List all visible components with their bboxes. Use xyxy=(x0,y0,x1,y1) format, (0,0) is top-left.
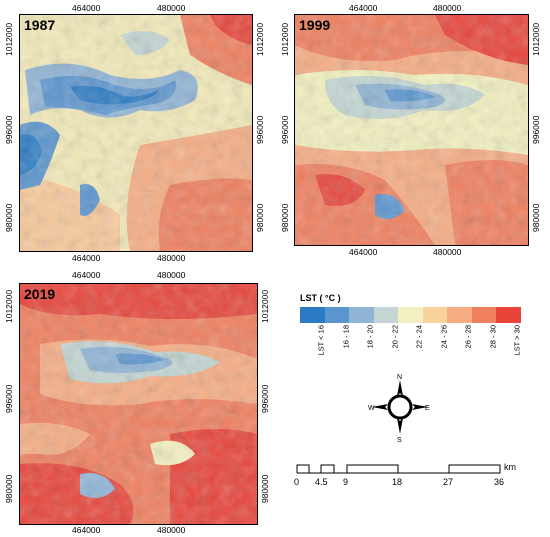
y-tick-right: 1012000 xyxy=(531,22,541,56)
y-tick-left: 980000 xyxy=(4,474,14,503)
lst-raster-1999 xyxy=(295,15,528,245)
y-tick-right: 1012000 xyxy=(260,289,270,323)
x-tick-bottom: 480000 xyxy=(157,253,186,263)
y-tick-left: 996000 xyxy=(4,115,14,144)
legend-swatch-5 xyxy=(398,307,423,323)
legend-swatch-9 xyxy=(496,307,521,323)
year-label: 2019 xyxy=(24,286,56,302)
y-tick-right: 1012000 xyxy=(255,22,265,56)
x-tick-bottom: 480000 xyxy=(157,525,186,535)
y-tick-left: 1012000 xyxy=(280,22,290,56)
x-tick-top: 480000 xyxy=(157,270,186,280)
map-panel-2019: 464000 480000 2019 1012000 xyxy=(0,270,275,537)
map-panel-1999: 464000 480000 1999 1012000 xyxy=(276,0,550,265)
scale-label: 4.5 xyxy=(315,477,328,487)
legend-swatch-2 xyxy=(324,307,349,323)
y-tick-right: 996000 xyxy=(531,115,541,144)
map-panel-1987: 464000 480000 xyxy=(0,0,270,265)
lst-map-1987: 1987 xyxy=(19,14,253,252)
legend-swatches xyxy=(300,307,548,323)
legend-swatch-3 xyxy=(349,307,374,323)
y-tick-left: 996000 xyxy=(280,115,290,144)
y-tick-right: 980000 xyxy=(255,203,265,232)
scale-unit: km xyxy=(504,462,516,472)
year-label: 1987 xyxy=(24,17,56,33)
x-tick-top: 464000 xyxy=(349,3,378,13)
legend-swatch-4 xyxy=(373,307,398,323)
scale-label: 9 xyxy=(343,477,348,487)
x-tick-bottom: 480000 xyxy=(433,247,462,257)
y-tick-left: 980000 xyxy=(4,203,14,232)
x-tick-top: 464000 xyxy=(72,270,101,280)
x-tick-top: 480000 xyxy=(157,3,186,13)
x-tick-top: 480000 xyxy=(433,3,462,13)
lst-raster-2019 xyxy=(20,284,257,524)
scale-label: 18 xyxy=(392,477,402,487)
legend-swatch-1 xyxy=(300,307,325,323)
legend-title: LST ( °C ) xyxy=(300,293,341,303)
lst-map-2019: 2019 xyxy=(19,283,258,525)
y-tick-right: 980000 xyxy=(260,474,270,503)
y-tick-right: 996000 xyxy=(260,384,270,413)
legend-label: LST > 30 xyxy=(512,325,522,356)
north-arrow-icon: N S W E xyxy=(368,372,432,444)
y-tick-right: 996000 xyxy=(255,115,265,144)
lst-map-1999: 1999 xyxy=(294,14,529,246)
scale-label: 0 xyxy=(294,477,299,487)
compass-e: E xyxy=(425,405,430,412)
scale-label: 36 xyxy=(494,477,504,487)
x-tick-bottom: 464000 xyxy=(349,247,378,257)
y-tick-left: 1012000 xyxy=(4,289,14,323)
legend-swatch-6 xyxy=(422,307,447,323)
compass-s: S xyxy=(397,437,402,442)
compass-n: N xyxy=(397,374,402,381)
y-tick-left: 1012000 xyxy=(4,22,14,56)
legend-swatch-8 xyxy=(471,307,496,323)
y-tick-left: 996000 xyxy=(4,384,14,413)
scale-bar: 0 4.5 9 18 27 36 km xyxy=(290,455,530,495)
legend-swatch-7 xyxy=(447,307,472,323)
year-label: 1999 xyxy=(299,17,331,33)
compass-w: W xyxy=(368,405,375,412)
scale-label: 27 xyxy=(443,477,453,487)
y-tick-left: 980000 xyxy=(280,203,290,232)
lst-raster-1987 xyxy=(20,15,252,251)
x-tick-bottom: 464000 xyxy=(72,253,101,263)
x-tick-top: 464000 xyxy=(72,3,101,13)
x-tick-bottom: 464000 xyxy=(72,525,101,535)
legend-labels: LST < 16 16 - 18 18 - 20 20 - 22 22 - 24… xyxy=(300,323,548,359)
lst-legend: LST ( °C ) LST < 16 16 - 18 18 - 20 20 -… xyxy=(300,293,548,359)
y-tick-right: 980000 xyxy=(531,203,541,232)
